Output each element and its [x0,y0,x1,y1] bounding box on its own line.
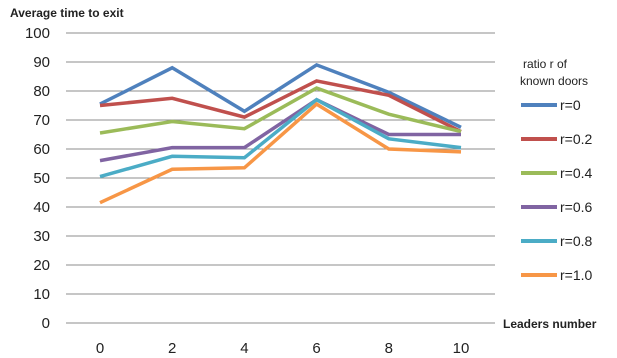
legend-label-0: r=0 [560,97,581,113]
x-tick-label: 6 [312,340,320,357]
x-tick-label: 8 [385,340,393,357]
y-tick-label: 50 [33,170,50,187]
legend-label-4: r=0.8 [560,233,593,249]
gridlines [66,32,495,295]
legend-title-line-2: known doors [520,74,588,88]
y-axis-ticks: 0 10 20 30 40 50 60 70 80 90 100 [25,25,50,332]
legend-label-3: r=0.6 [560,199,593,215]
y-tick-label: 30 [33,228,50,245]
series-line-5 [99,101,462,205]
series-line-4 [99,97,462,179]
series-line-2 [99,86,462,135]
x-tick-label: 10 [453,340,470,357]
y-tick-label: 20 [33,257,50,274]
x-axis-ticks: 0 2 4 6 8 10 [96,340,470,357]
series-lines [99,62,462,205]
y-tick-label: 80 [33,83,50,100]
y-tick-label: 0 [42,315,50,332]
chart-title: Average time to exit [10,6,124,20]
legend: ratio r of known doors r=0 r=0.2 r=0.4 r=0.… [520,57,593,283]
x-axis-label: Leaders number [503,317,597,331]
y-tick-label: 70 [33,112,50,129]
y-tick-label: 40 [33,199,50,216]
legend-title-line-1: ratio r of [523,57,568,71]
y-tick-label: 100 [25,25,50,42]
y-tick-label: 10 [33,286,50,303]
series-line-0 [99,62,462,129]
series-line-1 [99,79,462,134]
y-tick-label: 60 [33,141,50,158]
x-tick-label: 0 [96,340,104,357]
legend-label-1: r=0.2 [560,131,593,147]
legend-label-5: r=1.0 [560,267,593,283]
x-tick-label: 4 [240,340,248,357]
series-line-3 [99,97,461,163]
x-tick-label: 2 [168,340,176,357]
y-tick-label: 90 [33,54,50,71]
legend-label-2: r=0.4 [560,165,593,181]
